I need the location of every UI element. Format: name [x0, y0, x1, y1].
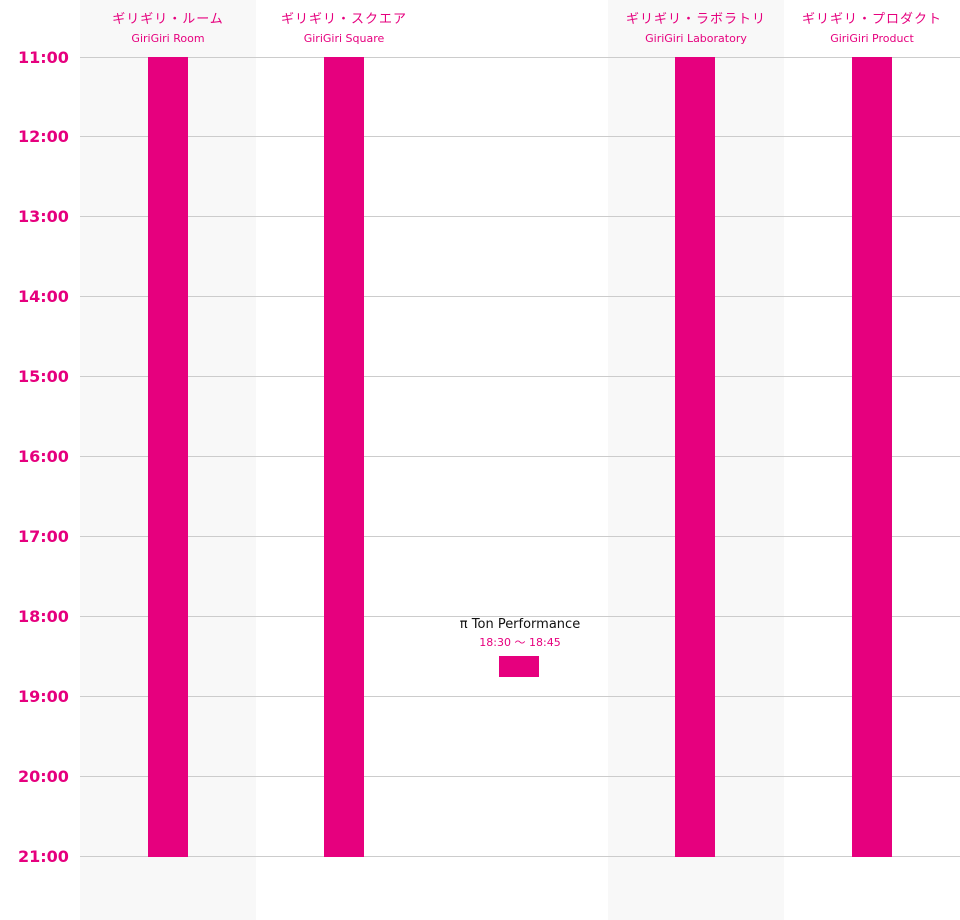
hour-label: 15:00 — [18, 367, 69, 386]
hour-label: 18:00 — [18, 607, 69, 626]
venue-header-laboratory: ギリギリ・ラボラトリ GiriGiri Laboratory — [608, 12, 784, 46]
venue-name-jp: ギリギリ・プロダクト — [801, 12, 942, 27]
event-block[interactable] — [499, 656, 539, 677]
hour-label: 21:00 — [18, 847, 69, 866]
venue-name-jp: ギリギリ・ラボラトリ — [625, 12, 766, 27]
hour-line — [80, 57, 960, 58]
hour-line — [80, 456, 960, 457]
hour-label: 13:00 — [18, 207, 69, 226]
hour-label: 19:00 — [18, 687, 69, 706]
venue-name-en: GiriGiri Room — [131, 32, 205, 45]
hour-line — [80, 136, 960, 137]
hour-line — [80, 376, 960, 377]
session-bar-room[interactable] — [148, 57, 188, 857]
session-bar-laboratory[interactable] — [675, 57, 715, 857]
hour-line — [80, 296, 960, 297]
hour-line — [80, 696, 960, 697]
hour-line — [80, 856, 960, 857]
hour-label: 11:00 — [18, 48, 69, 67]
hour-label: 20:00 — [18, 767, 69, 786]
hour-line — [80, 216, 960, 217]
venue-name-en: GiriGiri Product — [830, 32, 914, 45]
venue-header-room: ギリギリ・ルーム GiriGiri Room — [80, 12, 256, 46]
session-bar-square[interactable] — [324, 57, 364, 857]
hour-line — [80, 616, 960, 617]
venue-header-product: ギリギリ・プロダクト GiriGiri Product — [784, 12, 960, 46]
hour-line — [80, 536, 960, 537]
venue-name-jp: ギリギリ・ルーム — [112, 12, 224, 27]
hour-label: 17:00 — [18, 527, 69, 546]
event-time: 18:30 〜 18:45 — [479, 636, 561, 649]
venue-name-en: GiriGiri Laboratory — [645, 32, 747, 45]
venue-name-en: GiriGiri Square — [303, 32, 385, 45]
event-title[interactable]: π Ton Performance — [459, 617, 581, 632]
venue-name-jp: ギリギリ・スクエア — [280, 12, 407, 27]
venue-header-square: ギリギリ・スクエア GiriGiri Square — [256, 12, 432, 46]
hour-label: 16:00 — [18, 447, 69, 466]
hour-label: 12:00 — [18, 127, 69, 146]
hour-label: 14:00 — [18, 287, 69, 306]
session-bar-product[interactable] — [852, 57, 892, 857]
hour-line — [80, 776, 960, 777]
